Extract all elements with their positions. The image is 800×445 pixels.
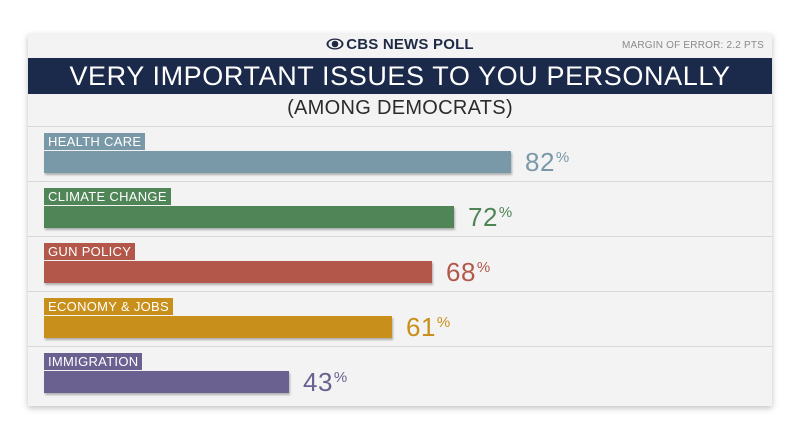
percent-sign: % bbox=[498, 204, 513, 221]
percent-sign: % bbox=[436, 314, 451, 331]
title-band: VERY IMPORTANT ISSUES TO YOU PERSONALLY bbox=[28, 58, 772, 94]
value-number: 72 bbox=[468, 202, 498, 232]
percent-sign: % bbox=[476, 259, 491, 276]
bar-row-climate-change: CLIMATE CHANGE 72% bbox=[28, 181, 772, 238]
category-label: ECONOMY & JOBS bbox=[44, 298, 173, 315]
category-label: HEALTH CARE bbox=[44, 133, 146, 150]
value-number: 68 bbox=[446, 257, 476, 287]
cbs-eye-icon bbox=[326, 38, 344, 50]
bar bbox=[44, 316, 392, 338]
category-label: IMMIGRATION bbox=[44, 353, 143, 370]
value-number: 82 bbox=[525, 147, 555, 177]
chart-title: VERY IMPORTANT ISSUES TO YOU PERSONALLY bbox=[69, 61, 731, 91]
value-number: 61 bbox=[406, 312, 436, 342]
bar bbox=[44, 261, 432, 283]
percent-sign: % bbox=[555, 149, 570, 166]
brand-name: CBS NEWS POLL bbox=[346, 36, 474, 53]
bar bbox=[44, 371, 289, 393]
bar-row-economy-jobs: ECONOMY & JOBS 61% bbox=[28, 291, 772, 348]
bar bbox=[44, 151, 511, 173]
top-bar: CBS NEWS POLL MARGIN OF ERROR: 2.2 PTS bbox=[28, 34, 772, 56]
bar-row-gun-policy: GUN POLICY 68% bbox=[28, 236, 772, 293]
value-label: 82% bbox=[525, 143, 570, 177]
category-label: CLIMATE CHANGE bbox=[44, 188, 171, 205]
value-number: 43 bbox=[303, 367, 333, 397]
value-label: 72% bbox=[468, 198, 513, 232]
chart-subtitle: (AMONG DEMOCRATS) bbox=[287, 97, 513, 119]
percent-sign: % bbox=[333, 369, 348, 386]
value-label: 68% bbox=[446, 253, 491, 287]
value-label: 43% bbox=[303, 363, 348, 397]
margin-of-error: MARGIN OF ERROR: 2.2 PTS bbox=[621, 40, 764, 51]
bar-row-health-care: HEALTH CARE 82% bbox=[28, 126, 772, 183]
bar bbox=[44, 206, 454, 228]
brand: CBS NEWS POLL bbox=[28, 36, 772, 53]
poll-card: CBS NEWS POLL MARGIN OF ERROR: 2.2 PTS V… bbox=[28, 34, 772, 406]
bar-row-immigration: IMMIGRATION 43% bbox=[28, 346, 772, 403]
category-label: GUN POLICY bbox=[44, 243, 136, 260]
value-label: 61% bbox=[406, 308, 451, 342]
